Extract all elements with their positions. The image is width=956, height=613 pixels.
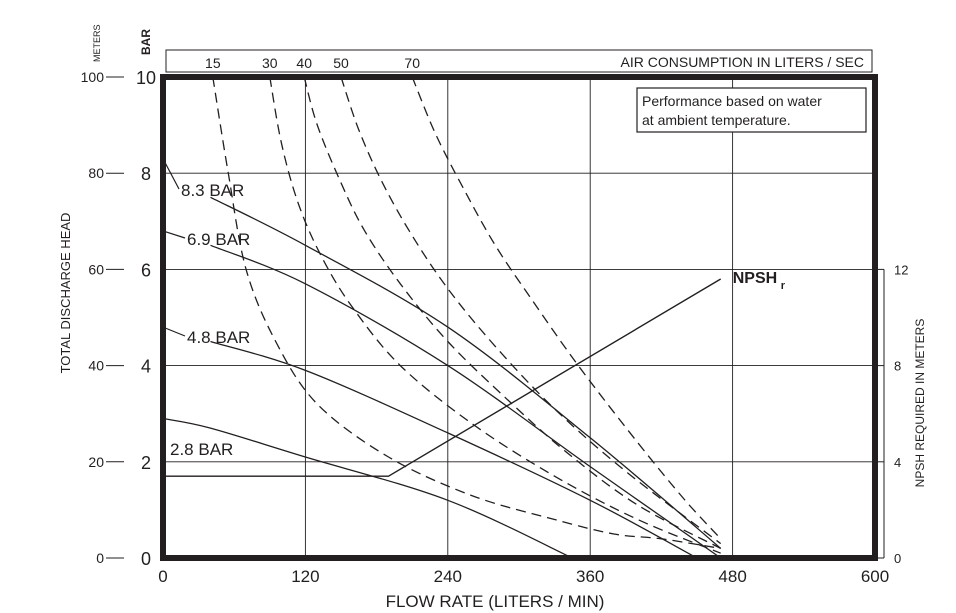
meters-tick-label: 60	[88, 261, 104, 277]
air-curve-50	[340, 76, 722, 545]
pressure-curve-8-3-bar	[210, 196, 722, 549]
x-axis-title: FLOW RATE (LITERS / MIN)	[386, 592, 605, 611]
bar-tick-label: 4	[141, 357, 151, 377]
meters-unit-label: METERS	[92, 24, 102, 62]
npsh-curve	[163, 278, 722, 477]
npsh-ticks: 0 4 8 12	[875, 262, 908, 566]
pressure-curves: 8.3 BAR 6.9 BAR 4.8 BAR 2.8 BAR	[162, 158, 722, 559]
meters-tick-label: 0	[96, 550, 104, 566]
air-tick-label: 50	[333, 55, 349, 71]
meters-tick-label: 20	[88, 454, 104, 470]
bar-unit-label: BAR	[139, 29, 153, 55]
y-axis-title: TOTAL DISCHARGE HEAD	[58, 213, 73, 374]
air-consumption-ticks: 15 30 40 50 70	[205, 55, 420, 71]
bar-tick-label: 10	[136, 68, 156, 88]
meters-ticks: 0 20 40 60 80 100	[81, 69, 124, 566]
air-consumption-header-box	[165, 49, 873, 73]
pressure-curve-label: 4.8 BAR	[187, 328, 250, 347]
pressure-label-leader	[162, 230, 186, 239]
meters-tick-label: 40	[88, 358, 104, 374]
plot-frame	[160, 74, 878, 561]
pressure-curve-4-8-bar	[210, 340, 698, 559]
meters-tick-label: 80	[88, 165, 104, 181]
meters-tick-label: 100	[81, 69, 105, 85]
x-tick-label: 600	[861, 567, 889, 586]
pressure-label-leader	[162, 326, 186, 337]
air-consumption-curves	[212, 76, 722, 554]
npsh-tick-label: 8	[894, 359, 901, 374]
air-curve-70	[411, 76, 722, 540]
pressure-curve-2-8-bar	[162, 417, 573, 559]
note-line-2: at ambient temperature.	[642, 112, 791, 128]
bar-tick-label: 2	[141, 453, 151, 473]
bar-tick-label: 6	[141, 260, 151, 280]
bar-ticks: 0 2 4 6 8 10	[136, 68, 156, 569]
x-tick-label: 0	[158, 567, 167, 586]
note-box	[636, 87, 867, 133]
npsh-tick-label: 4	[894, 455, 901, 470]
air-tick-label: 30	[262, 55, 278, 71]
air-consumption-title: AIR CONSUMPTION IN LITERS / SEC	[621, 54, 864, 70]
pressure-curve-label: 2.8 BAR	[170, 440, 233, 459]
pressure-curve-label: 6.9 BAR	[187, 230, 250, 249]
air-tick-label: 70	[404, 55, 420, 71]
note-line-1: Performance based on water	[642, 93, 822, 109]
bar-tick-label: 0	[141, 549, 151, 569]
x-tick-label: 480	[718, 567, 746, 586]
air-curve-40	[303, 76, 722, 549]
npsh-tick-label: 12	[894, 262, 908, 277]
pressure-curve-6-9-bar	[210, 244, 722, 559]
air-curve-30	[269, 76, 721, 554]
x-tick-label: 240	[434, 567, 462, 586]
air-tick-label: 40	[296, 55, 312, 71]
air-tick-label: 15	[205, 55, 221, 71]
air-curve-15	[212, 76, 721, 550]
right-axis-title: NPSH REQUIRED IN METERS	[913, 319, 927, 488]
npsh-curve-group: NPSH r	[163, 270, 786, 477]
x-ticks: 0 120 240 360 480 600	[158, 567, 889, 586]
grid	[163, 77, 875, 558]
npsh-label: NPSH	[733, 270, 777, 287]
x-tick-label: 360	[576, 567, 604, 586]
pressure-curve-label: 8.3 BAR	[181, 181, 244, 200]
bar-tick-label: 8	[141, 164, 151, 184]
npsh-tick-label: 0	[894, 551, 901, 566]
x-tick-label: 120	[291, 567, 319, 586]
npsh-label-subscript: r	[781, 280, 786, 292]
